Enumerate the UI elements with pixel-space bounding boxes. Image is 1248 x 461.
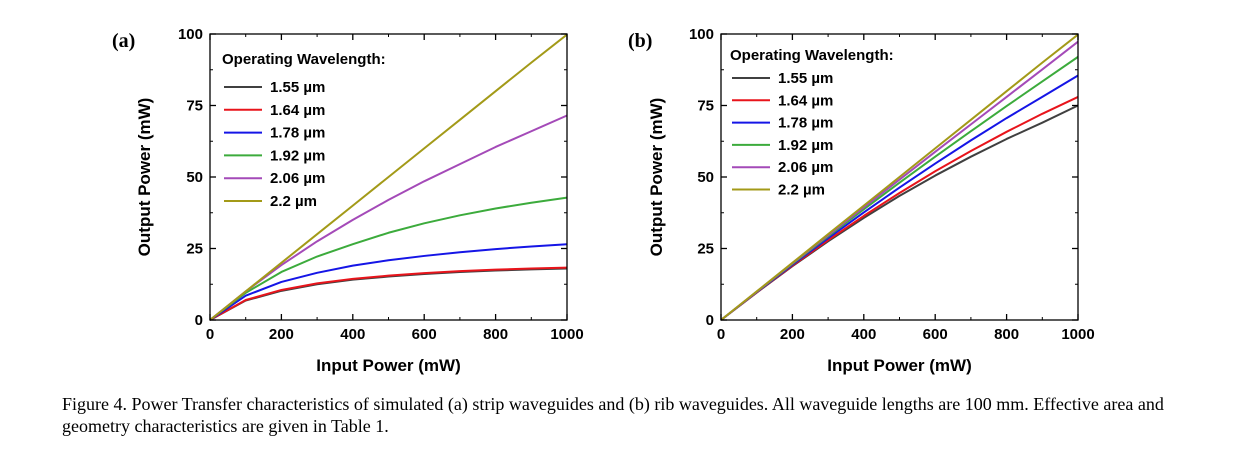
legend-entry-label: 1.78 µm <box>778 115 833 132</box>
series-line-a-5 <box>209 33 568 321</box>
x-tick-label: 600 <box>412 326 437 343</box>
legend-entry-label: 2.06 µm <box>270 170 325 187</box>
legend-entry-label: 1.55 µm <box>270 79 325 96</box>
series-line-a-4 <box>209 114 568 321</box>
x-tick-label: 1000 <box>1061 326 1094 343</box>
series-line-a-1 <box>209 266 568 321</box>
series-line-a-3 <box>209 196 568 321</box>
y-tick-label: 50 <box>697 169 714 186</box>
y-tick-label: 100 <box>689 26 714 43</box>
y-axis-label: Output Power (mW) <box>647 98 666 257</box>
x-tick-label: 800 <box>483 326 508 343</box>
series-line-b-5 <box>720 33 1079 321</box>
chart-panel-a: 0 200 400 600 800 1000 0 25 50 75 100 Input Power (… <box>112 26 584 375</box>
legend-entry-label: 1.92 µm <box>270 147 325 164</box>
y-tick-label: 0 <box>195 312 203 329</box>
legend-entry-label: 1.55 µm <box>778 70 833 87</box>
x-axis-label: Input Power (mW) <box>316 356 460 375</box>
series-line-a-2 <box>209 243 568 321</box>
legend-entry-label: 2.2 µm <box>270 193 317 210</box>
y-tick-label: 25 <box>186 241 203 258</box>
y-axis-label: Output Power (mW) <box>135 98 154 257</box>
figure-caption: Figure 4. Power Transfer characteristics… <box>62 394 1164 436</box>
x-tick-label: 0 <box>717 326 725 343</box>
y-tick-label: 75 <box>186 98 203 115</box>
panel-label: (b) <box>628 30 652 52</box>
legend-entry-label: 1.92 µm <box>778 137 833 154</box>
legend-entry-label: 2.06 µm <box>778 159 833 176</box>
x-tick-label: 800 <box>994 326 1019 343</box>
legend-title: Operating Wavelength: <box>222 51 386 68</box>
x-tick-label: 600 <box>923 326 948 343</box>
x-tick-label: 400 <box>340 326 365 343</box>
x-tick-label: 400 <box>851 326 876 343</box>
x-axis-label: Input Power (mW) <box>827 356 971 375</box>
y-tick-label: 75 <box>697 98 714 115</box>
legend-entry-label: 1.64 µm <box>778 92 833 109</box>
x-tick-label: 1000 <box>550 326 583 343</box>
y-tick-label: 100 <box>178 26 203 43</box>
x-tick-label: 0 <box>206 326 214 343</box>
legend-title: Operating Wavelength: <box>730 47 894 64</box>
y-tick-label: 0 <box>706 312 714 329</box>
legend-entry-label: 1.64 µm <box>270 102 325 119</box>
y-tick-label: 25 <box>697 241 714 258</box>
series-line-b-0 <box>720 104 1079 321</box>
series-line-b-2 <box>720 74 1079 321</box>
x-tick-label: 200 <box>780 326 805 343</box>
panel-label: (a) <box>112 30 135 52</box>
legend-entry-label: 2.2 µm <box>778 182 825 199</box>
chart-panel-b: 0 200 400 600 800 1000 0 25 50 75 100 Input Power (… <box>628 26 1095 375</box>
legend-entry-label: 1.78 µm <box>270 125 325 142</box>
x-tick-label: 200 <box>269 326 294 343</box>
y-tick-label: 50 <box>186 169 203 186</box>
